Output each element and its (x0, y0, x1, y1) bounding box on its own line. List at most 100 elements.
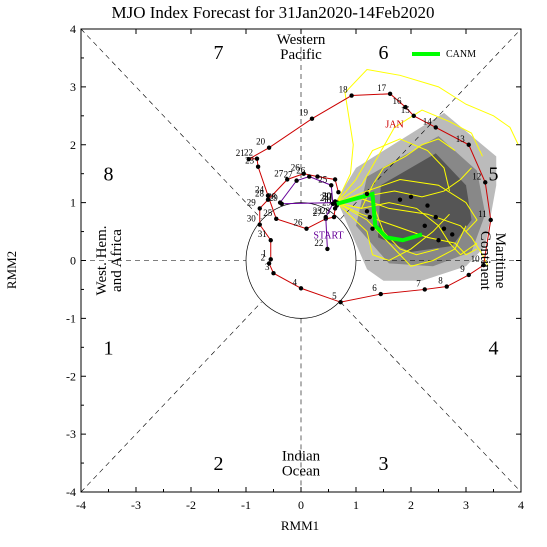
x-tick-label: 2 (408, 498, 414, 512)
point-label-0-14: 6 (372, 283, 377, 293)
series-point-3-6 (425, 203, 430, 208)
region-label-line: and Africa (109, 229, 125, 292)
phase-label-4: 4 (489, 337, 499, 359)
series-point-1-5 (294, 178, 299, 183)
series-point-0-29 (246, 157, 251, 162)
series-point-0-9 (268, 257, 273, 262)
x-tick-label: 3 (463, 498, 469, 512)
y-tick-label: 1 (70, 196, 76, 210)
series-point-1-3 (329, 183, 334, 188)
y-tick-label: -2 (66, 369, 76, 383)
ensemble-track-2 (336, 138, 456, 209)
chart-title: MJO Index Forecast for 31Jan2020-14Feb20… (112, 3, 435, 22)
series-point-1-0 (325, 246, 330, 252)
series-point-3-10 (436, 238, 441, 243)
x-tick-label: -3 (131, 498, 141, 512)
point-label-0-27: 19 (299, 108, 309, 118)
legend-label: CANM (446, 49, 476, 60)
y-tick-label: 0 (70, 254, 76, 268)
series-point-3-2 (367, 214, 372, 220)
region-label-line: Indian (282, 449, 321, 465)
series-point-3-9 (450, 232, 455, 237)
series-point-0-32 (265, 193, 271, 198)
point-label-0-11: 3 (265, 262, 270, 272)
series-point-0-34 (304, 226, 309, 231)
point-label-0-13: 5 (332, 291, 337, 301)
point-label-0-39: 31 (324, 192, 333, 202)
x-tick-label: 0 (298, 498, 304, 512)
point-label-1-5: 27 (284, 170, 294, 180)
ensemble-track-1 (336, 202, 478, 256)
point-label-0-19: 11 (478, 209, 487, 219)
series-point-0-12 (298, 286, 304, 291)
region-label-2: West. Hem. and Africa (94, 225, 125, 295)
point-label-0-36: 28 (321, 206, 331, 216)
point-label-0-18: 10 (471, 254, 481, 264)
point-label-1-2: 24 (320, 193, 330, 203)
series-point-0-13 (338, 299, 343, 305)
point-label-0-10: 2 (261, 252, 266, 262)
region-label-line: Pacific (280, 47, 322, 63)
point-label-0-20: 12 (472, 171, 481, 181)
shade-area-2 (378, 153, 472, 252)
point-label-0-26: 18 (339, 85, 349, 95)
point-label-0-35: 27 (313, 208, 323, 218)
point-label-0-34: 26 (294, 218, 304, 228)
series-point-0-1 (332, 177, 338, 182)
ensemble-track-4 (336, 178, 478, 232)
point-label-0-4: 27 (274, 168, 284, 178)
point-label-0-17: 9 (460, 264, 465, 274)
x-tick-label: 1 (353, 498, 359, 512)
series-point-0-6 (257, 206, 262, 211)
series-point-0-24 (403, 104, 408, 110)
point-label-0-6: 29 (247, 197, 257, 207)
series-point-0-19 (488, 217, 493, 223)
diag-line-se (340, 301, 522, 493)
diag-line-sw (80, 301, 262, 493)
ensemble-track-11 (336, 202, 478, 256)
phase-label-2: 2 (214, 453, 224, 475)
point-label-0-30: 22 (244, 148, 253, 158)
ensemble-track-6 (336, 109, 483, 204)
phase-label-1: 1 (104, 337, 114, 359)
ensemble-track-9 (336, 202, 450, 262)
point-label-0-25: 17 (377, 83, 387, 93)
series-point-0-14 (378, 291, 383, 297)
point-label-0-3: 26 (291, 163, 301, 173)
point-label-0-12: 4 (293, 277, 298, 287)
y-tick-label: 2 (70, 138, 76, 152)
point-label-1-1: 23 (313, 206, 323, 216)
region-label-line: Ocean (282, 464, 321, 480)
region-label-line: West. Hem. (94, 225, 110, 295)
point-label-0-24: 16 (393, 96, 403, 106)
series-point-3-11 (422, 223, 427, 228)
series-point-0-5 (265, 197, 271, 202)
point-label-0-32: 24 (255, 185, 265, 195)
region-label-line: Western (277, 32, 326, 48)
series-point-3-5 (408, 194, 414, 200)
y-tick-label: 4 (70, 22, 76, 36)
phase-label-3: 3 (379, 453, 389, 475)
series-point-3-3 (370, 226, 375, 231)
y-tick-label: -3 (66, 427, 76, 441)
diag-line-ne (340, 28, 522, 220)
series-point-0-7 (257, 222, 262, 227)
series-point-0-25 (387, 91, 393, 97)
series-point-3-4 (397, 197, 403, 202)
series-point-0-28 (266, 145, 272, 150)
y-tick-label: 3 (70, 80, 76, 94)
series-point-1-8 (332, 200, 338, 205)
x-tick-label: 4 (518, 498, 524, 512)
series-point-0-10 (266, 261, 272, 266)
series-point-0-31 (255, 164, 261, 169)
series-point-0-20 (483, 180, 488, 185)
point-label-0-21: 13 (456, 134, 466, 144)
series-point-0-11 (271, 271, 276, 276)
phase-label-5: 5 (489, 164, 499, 186)
series-point-3-8 (441, 226, 447, 231)
